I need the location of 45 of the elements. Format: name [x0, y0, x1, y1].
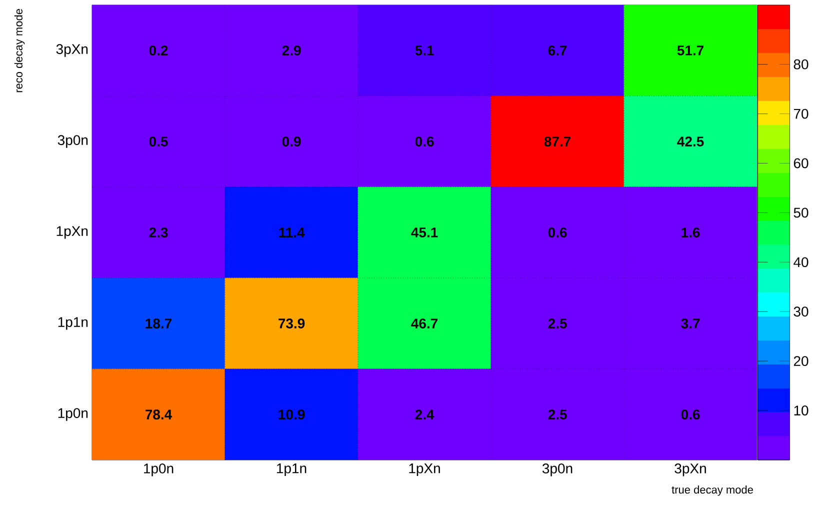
data-label: 18.7 — [146, 318, 172, 328]
x-tick-label: 1pXn — [409, 464, 440, 476]
y-tick-label: 1p1n — [58, 317, 88, 330]
color-bar-label: 50 — [794, 208, 808, 218]
color-bar-label: 70 — [794, 108, 808, 119]
data-label: 10.9 — [278, 410, 305, 420]
color-bar-label: 40 — [794, 257, 808, 268]
data-label: 0.5 — [149, 136, 168, 146]
color-bar-label: 10 — [794, 406, 808, 416]
y-tick-label: 1pXn — [56, 226, 88, 239]
data-label: 1.6 — [682, 228, 700, 238]
data-label: 51.7 — [677, 46, 704, 56]
y-axis-title: reco decay mode — [14, 9, 25, 92]
data-label: 2.4 — [415, 410, 434, 420]
y-tick-label: 1p0n — [58, 408, 88, 421]
y-tick-label: 3pXn — [56, 44, 88, 57]
data-label: 2.3 — [149, 228, 168, 238]
color-bar-label: 30 — [794, 306, 808, 317]
x-axis-title: true decay mode — [672, 486, 753, 496]
data-label: 3.7 — [681, 318, 700, 328]
data-label: 0.2 — [149, 46, 168, 56]
data-label: 2.5 — [548, 318, 567, 328]
x-tick-label: 3pXn — [674, 464, 706, 476]
x-tick-label: 1p0n — [144, 464, 174, 476]
data-label: 46.7 — [411, 318, 438, 328]
color-bar-label: 80 — [794, 59, 808, 70]
data-label: 45.1 — [411, 228, 438, 238]
data-label: 0.6 — [415, 136, 434, 146]
x-tick-label: 1p1n — [276, 464, 306, 476]
data-label: 11.4 — [279, 228, 305, 238]
data-label: 73.9 — [278, 318, 305, 328]
data-label: 2.5 — [548, 410, 567, 420]
color-bar-label: 60 — [794, 158, 808, 168]
data-label: 78.4 — [145, 410, 172, 420]
color-bar-label: 20 — [794, 356, 808, 366]
data-label: 0.6 — [548, 228, 567, 238]
data-label: 0.6 — [681, 410, 700, 420]
data-label: 0.9 — [282, 136, 301, 146]
y-tick-label: 3p0n — [58, 135, 88, 148]
data-label: 42.5 — [677, 136, 704, 146]
x-tick-label: 3p0n — [542, 464, 572, 476]
data-label: 87.7 — [544, 136, 571, 146]
data-label: 5.1 — [415, 46, 434, 56]
data-label: 2.9 — [282, 46, 301, 56]
data-label: 6.7 — [548, 46, 567, 56]
